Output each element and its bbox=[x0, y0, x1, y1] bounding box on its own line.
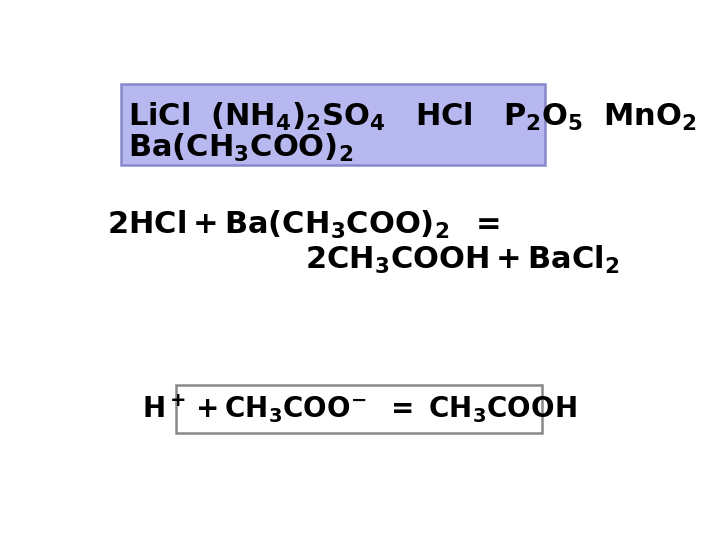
Text: $\mathbf{2HCl + Ba(CH_3COO)_2\ \ =}$: $\mathbf{2HCl + Ba(CH_3COO)_2\ \ =}$ bbox=[107, 209, 500, 241]
Text: $\mathbf{H^+ + CH_3COO^{-}\ \ =\ CH_3COOH}$: $\mathbf{H^+ + CH_3COO^{-}\ \ =\ CH_3COO… bbox=[142, 393, 577, 426]
FancyBboxPatch shape bbox=[121, 84, 545, 165]
FancyBboxPatch shape bbox=[176, 385, 542, 433]
Text: $\mathbf{2CH_3COOH + BaCl_2}$: $\mathbf{2CH_3COOH + BaCl_2}$ bbox=[305, 244, 619, 276]
Text: $\mathbf{LiCl\ \ (NH_4)_2SO_4\ \ \ HCl\ \ \ P_2O_5\ \ MnO_2}$: $\mathbf{LiCl\ \ (NH_4)_2SO_4\ \ \ HCl\ … bbox=[128, 101, 697, 133]
Text: $\mathbf{Ba(CH_3COO)_2}$: $\mathbf{Ba(CH_3COO)_2}$ bbox=[128, 132, 354, 164]
